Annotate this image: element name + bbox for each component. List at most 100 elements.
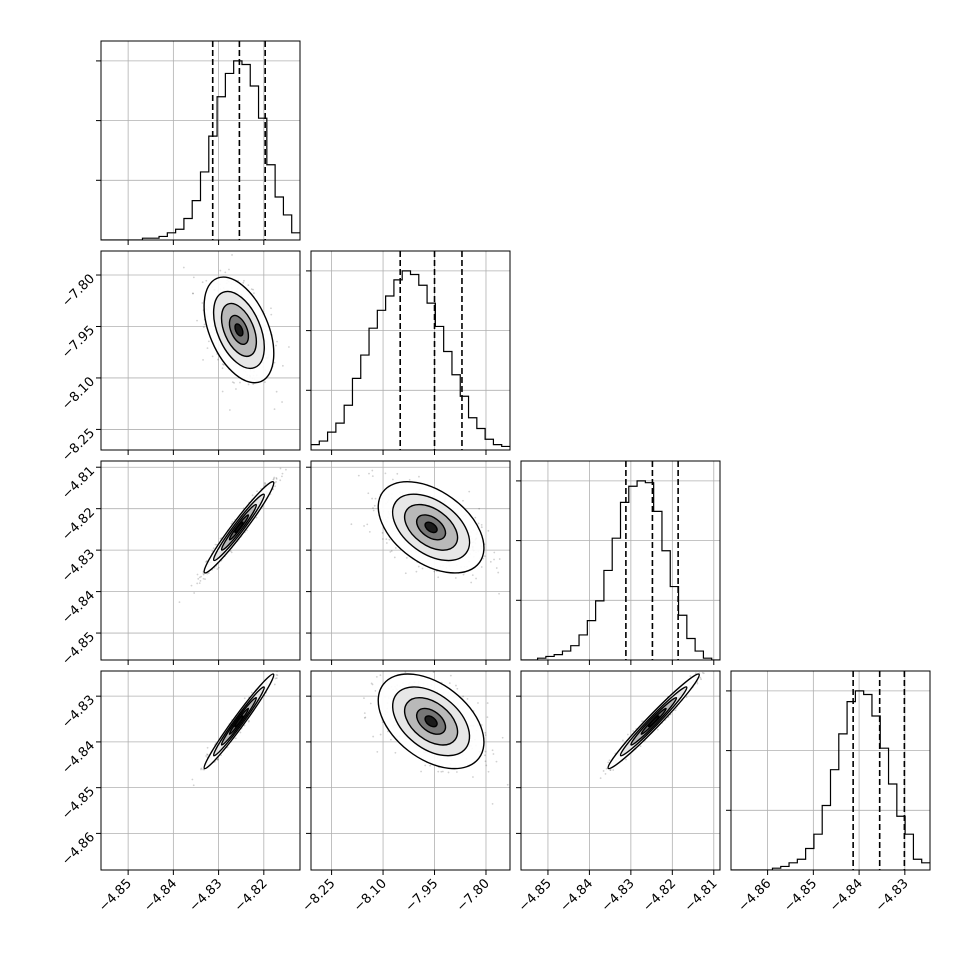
scatter-point [495,760,498,763]
scatter-point [497,571,500,574]
x-tick-label: −4.85 [96,876,135,915]
scatter-point [290,655,292,657]
scatter-point [472,776,474,778]
scatter-point [373,504,376,507]
panel-frame [100,40,301,241]
scatter-point [275,476,278,479]
scatter-point [506,783,509,786]
scatter-point [702,669,704,671]
scatter-point [202,359,204,361]
scatter-point [193,592,196,594]
scatter-point [273,683,276,686]
y-tick-label: −4.84 [59,738,98,777]
scatter-point [221,390,224,393]
scatter-point [368,472,370,475]
scatter-point [234,737,237,740]
scatter-point [182,266,185,269]
scatter-point [277,665,279,667]
scatter-point [404,671,407,674]
scatter-point [696,682,699,685]
scatter-point [699,676,702,679]
x-tick-label: −4.84 [557,876,596,915]
scatter-point [264,381,266,383]
scatter-point [491,803,494,805]
scatter-point [273,476,276,479]
scatter-point [198,576,201,579]
scatter-point [202,768,204,771]
scatter-point [487,770,490,773]
scatter-point [205,561,207,563]
scatter-point [454,577,457,579]
scatter-point [605,767,608,770]
density-contour [647,715,660,728]
scatter-point [390,550,393,552]
scatter-point [484,750,487,753]
scatter-point [198,582,201,585]
x-tick-label: −4.81 [682,876,721,915]
scatter-point [641,720,643,723]
histogram-step-line [311,270,510,450]
scatter-point [264,483,267,486]
scatter-point [656,728,659,731]
scatter-point [191,778,194,781]
scatter-point [369,702,372,705]
y-tick-label: −4.85 [59,784,98,823]
scatter-point [275,344,277,347]
scatter-point [374,689,377,692]
scatter-points [182,254,290,411]
scatter-point [384,472,387,475]
scatter-point [250,691,253,694]
scatter-point [222,363,225,366]
scatter-point [626,733,629,736]
y-tick-label: −4.86 [59,830,98,869]
scatter-point [224,271,227,274]
scatter-point [274,677,277,680]
scatter-point [685,696,688,699]
x-tick-label: −4.84 [827,876,866,915]
scatter-point [275,390,278,393]
scatter-point [389,738,392,741]
scatter-point [205,755,208,757]
x-tick-label: −4.85 [516,876,555,915]
scatter-point [221,363,224,366]
scatter-point [429,764,432,767]
scatter-point [474,516,477,519]
scatter-point [253,292,255,295]
scatter-point [456,687,459,690]
scatter-point [372,735,375,738]
scatter-point [200,767,203,770]
scatter-point [235,388,237,390]
panel-frame [310,460,511,661]
scatter-point [484,734,487,737]
y-tick-label: −4.84 [59,588,98,627]
scatter-point [263,482,266,484]
scatter-point [264,482,267,485]
scatter-point [468,490,471,493]
scatter-point [449,674,452,677]
scatter-point [706,664,708,666]
scatter-point [501,736,504,739]
scatter-point [700,678,702,681]
scatter-point [275,477,278,480]
x-tick-label: −8.10 [351,876,390,915]
scatter-point [437,576,440,579]
scatter-point [363,712,366,715]
scatter-point [621,739,624,742]
scatter-point [273,361,276,364]
scatter-point [489,560,492,563]
scatter-point [376,668,378,670]
scatter-point [477,702,479,704]
scatter-point [485,764,488,767]
scatter-point [418,666,420,668]
scatter-point [394,751,397,754]
x-tick-label: −4.86 [736,876,775,915]
histogram-step-line [521,480,720,660]
scatter-point [462,499,464,502]
scatter-point [202,572,205,575]
scatter-point [437,770,440,773]
scatter-point [455,684,457,687]
scatter-point [612,769,615,771]
scatter-point [221,367,224,370]
scatter-point [375,675,378,678]
scatter-point [414,666,416,668]
